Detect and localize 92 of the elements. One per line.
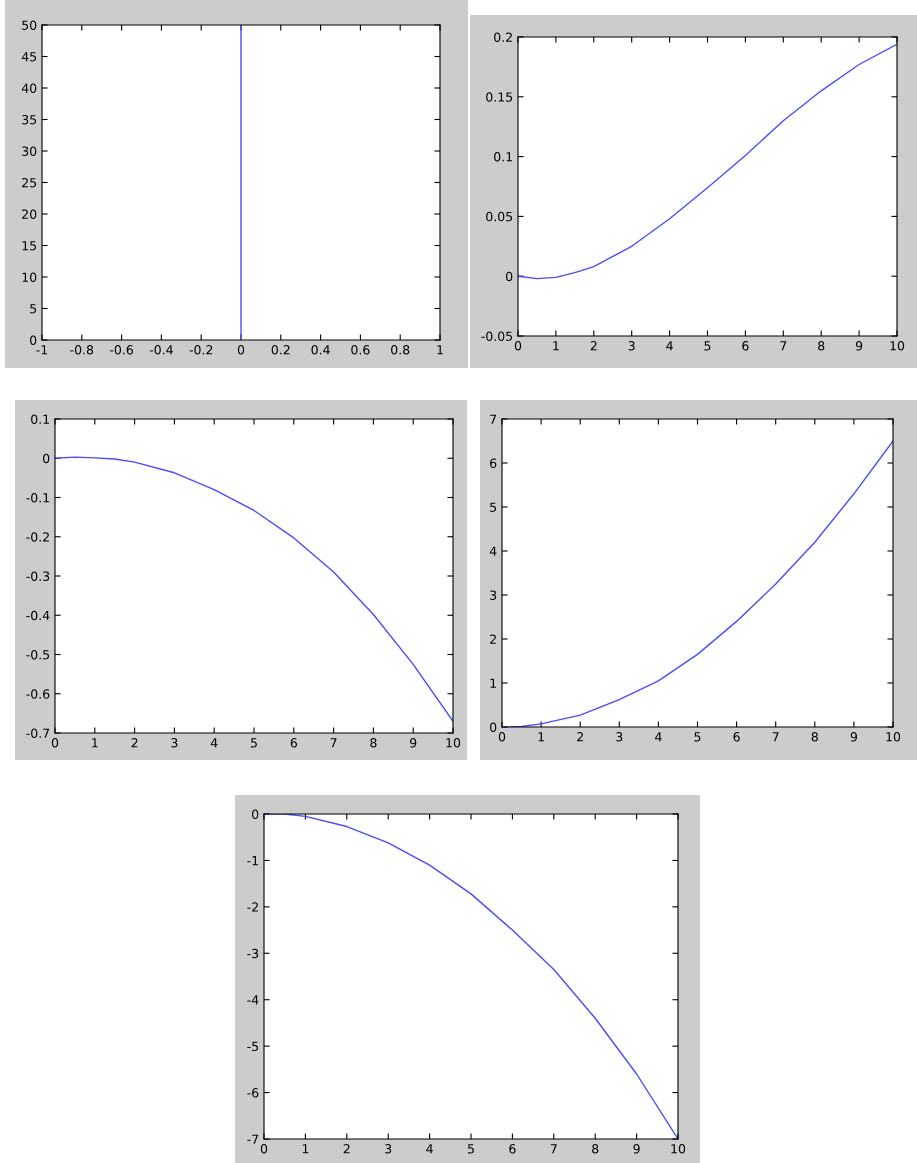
x-tick-label: 6 <box>733 732 740 742</box>
y-tick-label: -3 <box>247 948 259 959</box>
x-tick-label: 5 <box>694 732 701 742</box>
y-tick-label: -7 <box>247 1134 259 1144</box>
x-tick-label: 6 <box>290 738 297 748</box>
y-tick-label: 0.05 <box>486 211 513 222</box>
y-tick-label: -0.4 <box>26 610 50 621</box>
x-tick-label: 1 <box>538 732 544 742</box>
y-tick-label: 4 <box>489 546 497 556</box>
x-tick-label: 2 <box>590 341 597 351</box>
x-tick-label: 3 <box>385 1144 392 1154</box>
y-tick-label: 0 <box>252 809 259 819</box>
y-tick-label: 5 <box>30 304 37 314</box>
x-tick-label: 1 <box>437 345 443 355</box>
x-tick-label: 0.6 <box>351 345 370 355</box>
y-tick-label: -0.05 <box>481 331 513 341</box>
y-tick-label: 0.15 <box>486 92 513 102</box>
x-tick-label: 9 <box>410 738 417 748</box>
y-tick-label: 40 <box>21 83 37 93</box>
y-tick-label: -6 <box>247 1088 259 1098</box>
x-tick-label: 0.8 <box>391 345 410 355</box>
y-tick-label: -0.1 <box>26 492 49 503</box>
y-tick-label: 2 <box>490 634 496 644</box>
y-tick-label: 30 <box>22 146 37 156</box>
y-tick-label: 0 <box>506 271 513 282</box>
x-tick-label: 8 <box>592 1144 599 1154</box>
x-tick-label: 4 <box>210 738 218 748</box>
x-tick-label: 9 <box>850 732 857 742</box>
y-tick-label: 50 <box>22 20 37 30</box>
y-tick-label: -1 <box>247 856 258 866</box>
y-tick-label: 6 <box>490 458 497 468</box>
y-tick-label: -0.5 <box>26 649 50 660</box>
y-tick-label: -2 <box>247 902 258 912</box>
y-tick-label: 7 <box>490 414 497 424</box>
x-tick-label: 1 <box>553 341 559 351</box>
y-tick-label: 0 <box>43 453 50 464</box>
x-tick-label: 10 <box>446 738 461 748</box>
y-tick-label: 0.1 <box>31 414 49 424</box>
y-tick-label: 35 <box>22 114 37 125</box>
x-tick-label: 5 <box>704 341 711 351</box>
y-tick-label: 20 <box>22 209 37 219</box>
y-tick-label: 10 <box>22 272 37 282</box>
x-tick-label: 10 <box>890 341 905 351</box>
y-tick-label: 0 <box>490 722 497 732</box>
y-tick-label: 0.2 <box>494 32 512 42</box>
x-tick-label: 3 <box>616 732 623 742</box>
y-tick-label: 1 <box>490 678 496 688</box>
y-tick-label: 0.1 <box>494 152 512 162</box>
x-tick-label: 0 <box>260 1144 268 1154</box>
x-tick-label: 7 <box>330 738 337 748</box>
x-tick-label: 10 <box>886 732 901 742</box>
x-tick-label: -0.8 <box>70 345 94 355</box>
x-tick-label: -0.4 <box>149 345 173 355</box>
x-tick-label: 2 <box>343 1144 350 1154</box>
x-tick-label: 3 <box>628 341 635 351</box>
y-tick-label: -5 <box>247 1041 259 1052</box>
x-tick-label: 3 <box>171 738 178 748</box>
x-tick-label: 7 <box>550 1144 557 1154</box>
y-tick-label: 5 <box>490 502 497 512</box>
x-tick-label: 2 <box>131 738 138 748</box>
x-tick-label: 0 <box>51 738 59 748</box>
x-tick-label: 1 <box>302 1144 309 1154</box>
x-tick-label: 9 <box>855 341 863 351</box>
x-tick-label: 4 <box>426 1144 433 1154</box>
x-tick-label: 7 <box>780 341 787 351</box>
x-tick-label: 0 <box>237 345 245 355</box>
x-tick-label: 0.4 <box>311 345 330 355</box>
x-tick-label: 5 <box>467 1144 474 1154</box>
y-tick-label: -0.3 <box>26 571 50 581</box>
y-tick-label: -0.7 <box>26 728 50 738</box>
x-tick-label: 7 <box>772 732 779 742</box>
x-tick-label: 4 <box>655 732 662 742</box>
y-tick-label: 45 <box>21 52 37 62</box>
y-tick-label: -0.2 <box>26 532 49 542</box>
x-tick-label: 8 <box>811 732 818 742</box>
x-tick-label: 6 <box>742 341 749 351</box>
y-tick-label: 25 <box>22 177 37 188</box>
x-tick-label: 0.2 <box>271 345 290 355</box>
y-tick-label: 3 <box>490 590 497 600</box>
y-tick-label: 15 <box>22 241 37 251</box>
y-tick-label: -4 <box>247 995 259 1005</box>
x-tick-label: 9 <box>633 1144 640 1154</box>
x-tick-label: 1 <box>92 738 98 748</box>
x-tick-label: 8 <box>370 738 377 748</box>
x-tick-label: 10 <box>671 1144 686 1154</box>
x-tick-label: 8 <box>818 341 825 351</box>
x-tick-label: 2 <box>577 732 583 742</box>
x-tick-label: -0.2 <box>189 345 213 355</box>
y-tick-label: -0.6 <box>26 689 50 699</box>
x-tick-label: 4 <box>666 341 673 351</box>
x-tick-label: 0 <box>514 341 522 351</box>
x-tick-label: -0.6 <box>110 345 134 355</box>
